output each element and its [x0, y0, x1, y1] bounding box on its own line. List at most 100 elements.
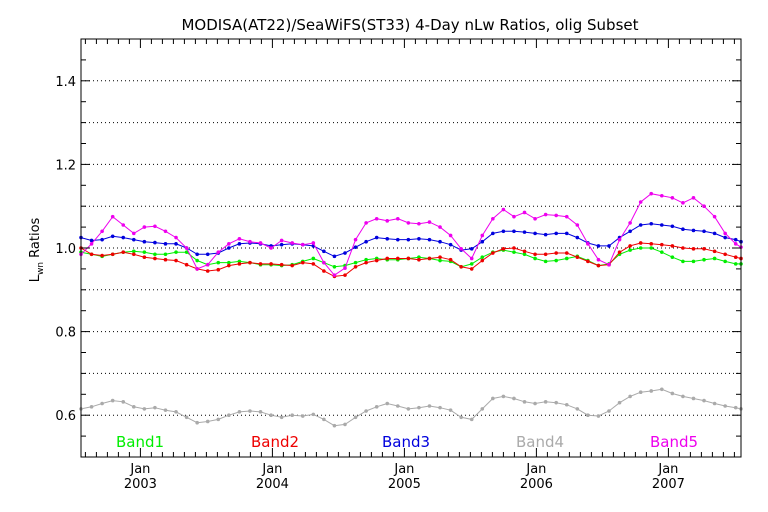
data-point — [300, 242, 305, 247]
data-point — [628, 244, 632, 248]
data-point — [649, 246, 654, 250]
data-point — [332, 273, 337, 277]
series-line — [80, 193, 742, 276]
data-point — [533, 231, 537, 236]
data-point — [491, 231, 495, 236]
data-point — [290, 241, 295, 245]
data-point — [448, 233, 453, 238]
data-point — [132, 405, 136, 409]
data-point — [269, 246, 273, 250]
data-point — [491, 396, 495, 401]
data-point — [681, 227, 685, 231]
series-band5 — [79, 191, 743, 277]
data-point — [607, 244, 611, 248]
data-point — [448, 242, 453, 247]
data-point — [174, 242, 178, 246]
x-tick-label: Jan — [525, 462, 546, 477]
data-point — [163, 242, 168, 246]
data-point — [364, 221, 368, 225]
data-point — [353, 260, 358, 265]
x-tick-label: Jan — [261, 462, 282, 477]
data-point — [649, 242, 654, 246]
data-point — [681, 201, 685, 205]
data-point — [670, 244, 675, 248]
data-point — [396, 237, 400, 242]
chart-title: MODISA(AT22)/SeaWiFS(ST33) 4-Day nLw Rat… — [181, 16, 638, 34]
data-point — [480, 407, 485, 411]
data-point — [564, 251, 569, 255]
data-point — [406, 256, 411, 261]
data-point — [702, 229, 706, 234]
data-point — [501, 394, 506, 399]
data-point — [586, 259, 590, 264]
data-point — [142, 255, 147, 259]
data-point — [248, 409, 252, 413]
data-point — [522, 400, 527, 404]
data-point — [438, 405, 442, 410]
data-point — [459, 415, 463, 420]
data-point — [205, 252, 210, 257]
data-point — [184, 415, 189, 420]
data-point — [406, 407, 411, 411]
data-point — [702, 398, 706, 403]
data-point — [564, 256, 569, 261]
data-point — [195, 267, 199, 271]
data-point — [258, 410, 263, 414]
data-point — [681, 246, 685, 250]
data-point — [132, 252, 136, 257]
data-point — [712, 249, 717, 254]
data-point — [469, 267, 474, 271]
data-point — [353, 237, 358, 242]
data-point — [121, 250, 126, 254]
data-point — [163, 408, 168, 412]
data-point — [596, 257, 601, 262]
data-point — [248, 260, 252, 265]
series-band2 — [79, 241, 743, 279]
data-point — [522, 230, 527, 234]
data-point — [100, 237, 104, 242]
data-point — [406, 237, 411, 242]
data-point — [332, 254, 337, 259]
data-point — [406, 221, 411, 225]
y-axis: 0.6 0.8 1.0 1.2 1.4 — [55, 38, 741, 458]
data-point — [100, 401, 104, 406]
data-point — [237, 259, 242, 264]
data-point — [100, 253, 104, 258]
data-point — [374, 216, 379, 221]
data-point — [142, 250, 147, 254]
data-point — [216, 260, 221, 265]
data-point — [501, 229, 506, 234]
data-point — [174, 250, 178, 254]
data-point — [459, 265, 463, 269]
data-point — [417, 257, 421, 262]
data-point — [100, 229, 104, 234]
data-point — [691, 228, 696, 233]
data-point — [543, 232, 548, 237]
data-point — [691, 396, 696, 401]
data-point — [110, 234, 115, 239]
data-point — [660, 387, 664, 392]
data-point — [142, 407, 147, 411]
data-point — [205, 419, 210, 424]
data-point — [353, 265, 358, 269]
data-point — [153, 240, 157, 245]
data-point — [628, 394, 632, 399]
y-tick-label: 0.8 — [55, 326, 76, 341]
data-point — [153, 224, 157, 229]
data-point — [142, 225, 147, 229]
data-point — [279, 242, 284, 247]
data-point — [237, 262, 242, 266]
data-point — [132, 249, 136, 254]
x-tick-label: Jan — [393, 462, 414, 477]
data-point — [269, 413, 273, 418]
data-point — [311, 262, 316, 266]
data-point — [343, 251, 347, 255]
data-point — [575, 223, 580, 227]
data-point — [638, 390, 643, 395]
data-point — [723, 252, 727, 257]
data-point — [311, 256, 316, 261]
data-point — [586, 242, 590, 246]
data-point — [522, 210, 527, 215]
data-point — [522, 252, 527, 257]
